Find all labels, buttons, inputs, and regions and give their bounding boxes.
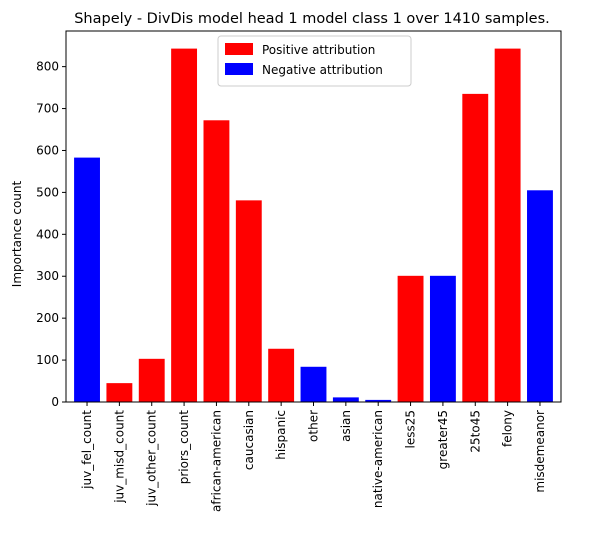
bar-juv_fel_count: [74, 157, 100, 402]
x-tick-label: caucasian: [242, 410, 256, 470]
bar-native-american: [365, 399, 392, 402]
bar-african-american: [203, 120, 230, 402]
y-tick-label: 500: [36, 185, 59, 199]
plot-area: 0 100 200 300 400 500 600 700 800 juv_fel_count ju…: [36, 48, 553, 512]
y-tick-label: 300: [36, 269, 59, 283]
bar-asian: [332, 397, 359, 402]
x-tick-label: priors_count: [177, 410, 191, 485]
x-tick-label: juv_other_count: [145, 410, 159, 507]
x-tick-label: juv_fel_count: [80, 410, 94, 490]
x-tick-label: asian: [339, 410, 353, 442]
y-axis-label: Importance count: [10, 180, 24, 287]
y-tick-label: 700: [36, 102, 59, 116]
y-tick-label: 100: [36, 353, 59, 367]
x-tick-label: less25: [404, 410, 418, 449]
x-tick-label: 25to45: [468, 410, 482, 453]
y-tick-label: 600: [36, 143, 59, 157]
y-tick-label: 200: [36, 311, 59, 325]
bar-juv_misd_count: [106, 383, 133, 402]
chart-title: Shapely - DivDis model head 1 model clas…: [74, 11, 550, 27]
x-tick-label: african-american: [209, 410, 223, 512]
x-tick-label: misdemeanor: [533, 410, 547, 493]
y-tick-label: 800: [36, 60, 59, 74]
y-tick-label: 0: [51, 395, 59, 409]
bar-greater45: [429, 275, 456, 402]
y-tick-label: 400: [36, 227, 59, 241]
bar-priors_count: [171, 48, 198, 402]
legend-label: Positive attribution: [262, 43, 375, 57]
legend-box: [217, 35, 412, 87]
bar-other: [300, 366, 327, 402]
x-tick-label: juv_misd_count: [112, 410, 126, 504]
bar-less25: [397, 275, 424, 402]
legend-swatch: [225, 63, 253, 75]
bar-juv_other_count: [138, 358, 165, 402]
x-tick-label: felony: [501, 410, 515, 447]
legend-label: Negative attribution: [262, 63, 383, 77]
legend-swatch: [225, 43, 253, 55]
x-tick-label: greater45: [436, 410, 450, 469]
bar-caucasian: [235, 200, 262, 402]
legend: Positive attribution Negative attribution: [217, 35, 412, 87]
bar-hispanic: [268, 348, 295, 402]
bar-misdemeanor: [527, 190, 553, 402]
x-tick-label: other: [307, 410, 321, 442]
x-tick-label: native-american: [371, 410, 385, 508]
x-tick-label: hispanic: [274, 410, 288, 460]
plot-frame: [65, 30, 562, 403]
bar-felony: [494, 48, 521, 402]
bar-25to45: [462, 93, 489, 403]
